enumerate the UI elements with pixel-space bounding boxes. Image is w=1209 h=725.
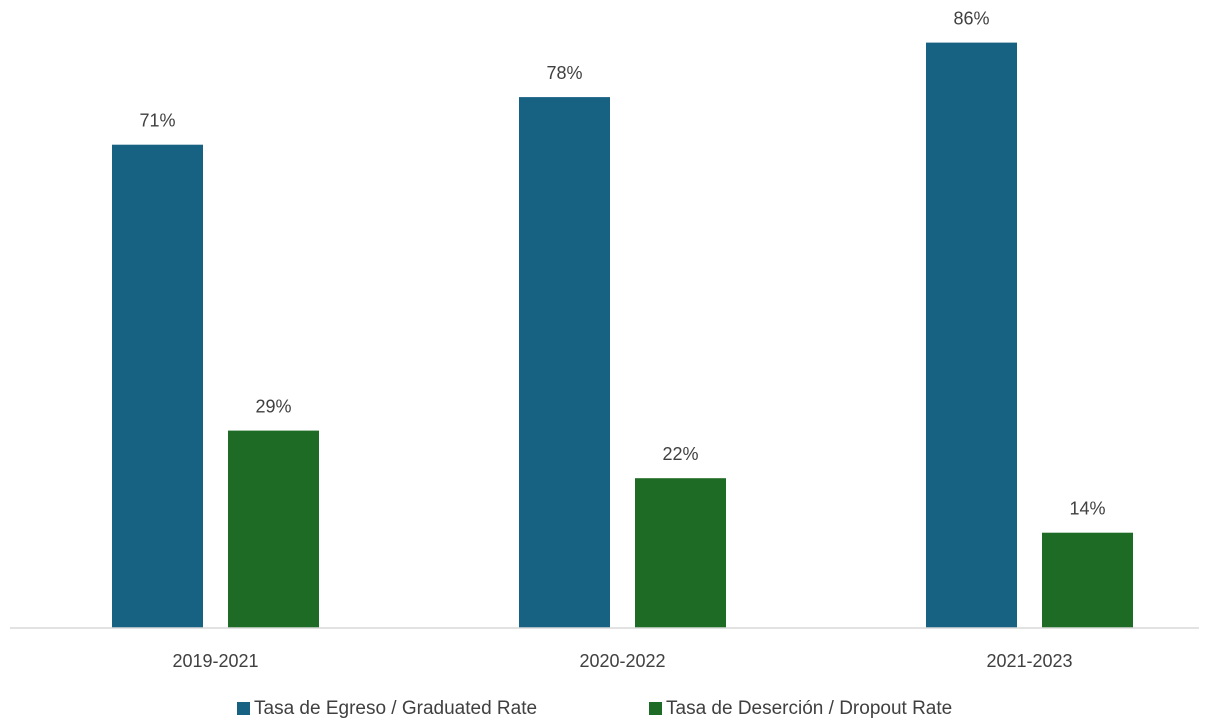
- bar-series-2-2021-2023: [1042, 532, 1133, 628]
- bar-series-1-2021-2023: [926, 42, 1017, 629]
- bars-layer: [112, 42, 1133, 629]
- data-labels-layer: 71% 29% 78% 22% 86% 14%: [139, 9, 1105, 519]
- legend-item-2: Tasa de Deserción / Dropout Rate: [649, 698, 952, 719]
- x-axis-tick-labels: 2019-2021 2020-2022 2021-2023: [172, 651, 1072, 671]
- legend: Tasa de Egreso / Graduated Rate Tasa de D…: [237, 698, 952, 719]
- data-label-series-2-2021-2023: 14%: [1069, 499, 1105, 519]
- legend-label-2: Tasa de Deserción / Dropout Rate: [666, 698, 952, 719]
- bar-series-2-2019-2021: [228, 430, 319, 628]
- data-label-series-2-2020-2022: 22%: [662, 444, 698, 464]
- legend-label-1: Tasa de Egreso / Graduated Rate: [254, 698, 537, 719]
- x-tick-label-2019-2021: 2019-2021: [172, 651, 258, 671]
- bar-series-1-2020-2022: [519, 97, 610, 629]
- x-tick-label-2021-2023: 2021-2023: [986, 651, 1072, 671]
- data-label-series-1-2020-2022: 78%: [546, 63, 582, 83]
- legend-swatch-1: [237, 702, 250, 715]
- data-label-series-1-2021-2023: 86%: [953, 9, 989, 29]
- legend-item-1: Tasa de Egreso / Graduated Rate: [237, 698, 537, 719]
- bar-series-1-2019-2021: [112, 144, 203, 628]
- bar-series-2-2020-2022: [635, 478, 726, 628]
- legend-swatch-2: [649, 702, 662, 715]
- data-label-series-2-2019-2021: 29%: [255, 397, 291, 417]
- x-tick-label-2020-2022: 2020-2022: [579, 651, 665, 671]
- data-label-series-1-2019-2021: 71%: [139, 111, 175, 131]
